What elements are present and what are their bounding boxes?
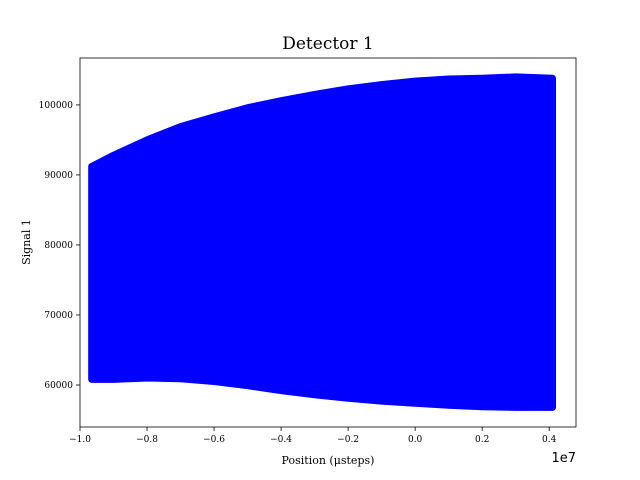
x-tick-label: 0.4: [542, 435, 557, 445]
plot-area: [88, 73, 556, 411]
x-tick-label: 0.0: [408, 435, 423, 445]
y-tick-label: 60000: [44, 381, 73, 391]
y-axis: 60000 70000 80000 90000 100000: [39, 101, 80, 391]
y-axis-label: Signal 1: [20, 219, 33, 265]
y-tick-label: 90000: [44, 171, 73, 181]
x-tick-label: −1.0: [69, 435, 91, 445]
y-tick-label: 80000: [44, 241, 73, 251]
y-tick-label: 100000: [39, 101, 74, 111]
x-tick-label: −0.2: [337, 435, 359, 445]
plot-frame: [79, 57, 577, 428]
y-tick-label: 70000: [44, 311, 73, 321]
x-tick-label: −0.6: [203, 435, 225, 445]
x-tick-label: −0.4: [270, 435, 292, 445]
chart-title: Detector 1: [282, 34, 374, 54]
x-tick-label: −0.8: [136, 435, 158, 445]
x-axis-label: Position (μsteps): [282, 454, 375, 467]
x-tick-label: 0.2: [475, 435, 489, 445]
data-scatter-region: [88, 73, 556, 411]
x-axis-offset-label: 1e7: [551, 451, 576, 466]
x-axis: −1.0 −0.8 −0.6 −0.4 −0.2 0.0 0.2 0.4: [69, 427, 557, 445]
